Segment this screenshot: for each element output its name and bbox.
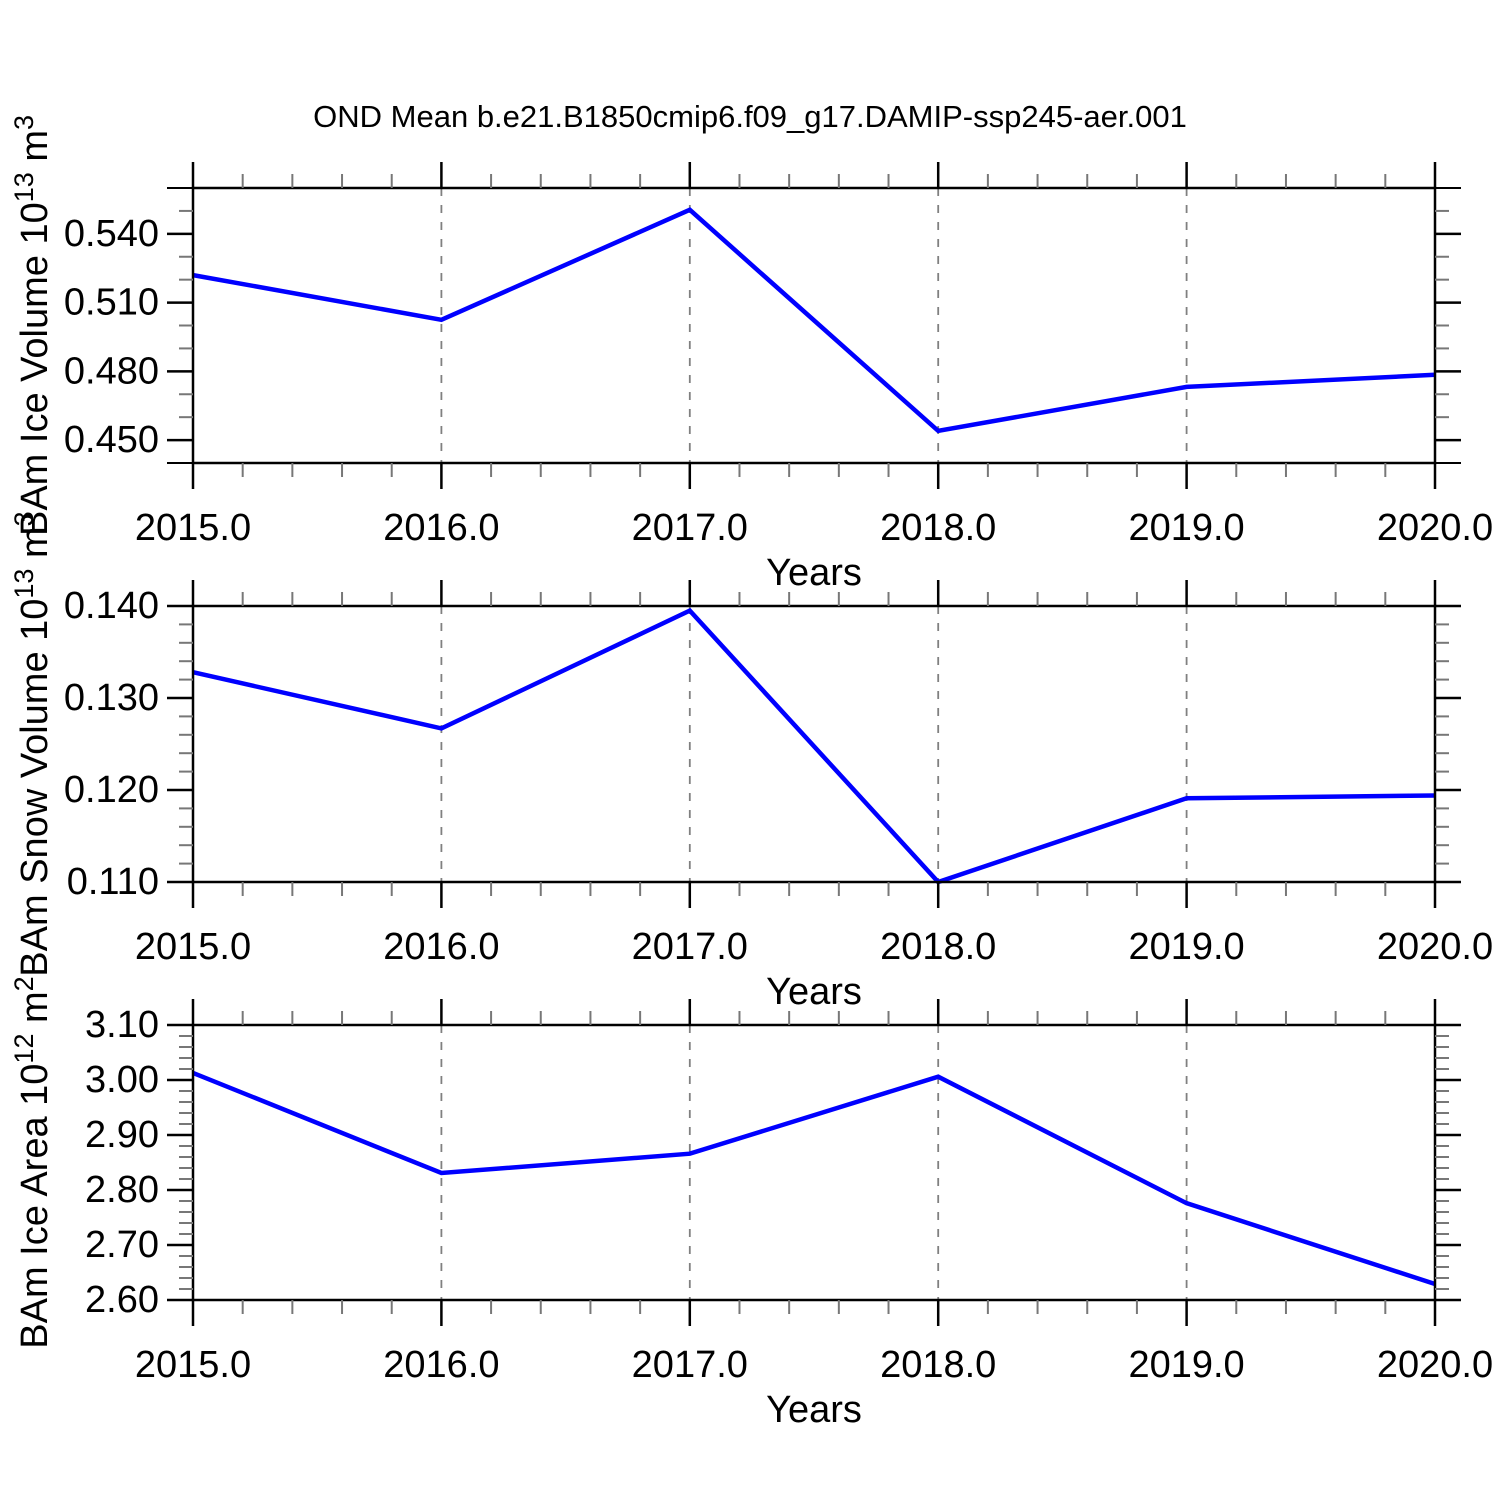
plot-frame [191, 604, 1437, 884]
y-tick-label: 2.80 [85, 1169, 159, 1211]
y-axis-title-ice-area: BAm Ice Area 1012 m2 [9, 976, 56, 1348]
data-line-ice-volume [192, 207, 1436, 434]
y-tick-label: 0.140 [64, 585, 159, 627]
x-tick-label: 2019.0 [1128, 1344, 1244, 1386]
x-axis-title: Years [766, 971, 862, 1013]
x-tick-label: 2020.0 [1377, 926, 1493, 968]
y-axis-title-ice-volume: BAm Ice Volume 1013 m3 [9, 115, 56, 536]
x-tick-label: 2015.0 [135, 926, 251, 968]
y-axis-title-snow-volume: BAm Snow Volume 1013 m3 [9, 511, 56, 976]
x-tick-label: 2016.0 [383, 926, 499, 968]
x-axis-title: Years [766, 1389, 862, 1431]
y-tick-label: 0.450 [64, 419, 159, 461]
plot-frame [191, 186, 1437, 465]
data-line-snow-volume [192, 607, 1436, 885]
plot-frame [191, 1023, 1437, 1302]
x-tick-label: 2015.0 [135, 1344, 251, 1386]
x-tick-label: 2016.0 [383, 507, 499, 549]
panel-ice-volume: 2015.0 2016.0 2017.0 2018.0 2019.0 2020.0 0.45… [9, 115, 1493, 594]
panel-ice-area: 2015.0 2016.0 2017.0 2018.0 2019.0 2020.0 2.60… [9, 976, 1493, 1431]
y-tick-label: 0.510 [64, 282, 159, 324]
y-tick-label: 0.120 [64, 769, 159, 811]
x-tick-label: 2017.0 [632, 926, 748, 968]
y-tick-label: 3.10 [85, 1004, 159, 1046]
chart-title: OND Mean b.e21.B1850cmip6.f09_g17.DAMIP-… [313, 99, 1187, 134]
x-tick-label: 2019.0 [1128, 507, 1244, 549]
x-tick-label: 2017.0 [632, 1344, 748, 1386]
y-tick-label: 0.480 [64, 350, 159, 392]
y-tick-label: 2.90 [85, 1114, 159, 1156]
x-tick-label: 2018.0 [880, 1344, 996, 1386]
panels-group: 2015.0 2016.0 2017.0 2018.0 2019.0 2020.0 0.45… [9, 115, 1493, 1431]
x-tick-label: 2019.0 [1128, 926, 1244, 968]
y-tick-label: 3.00 [85, 1059, 159, 1101]
x-tick-label: 2017.0 [632, 507, 748, 549]
x-tick-label: 2018.0 [880, 926, 996, 968]
y-tick-label: 2.70 [85, 1224, 159, 1266]
x-axis-title: Years [766, 552, 862, 594]
x-tick-label: 2020.0 [1377, 507, 1493, 549]
y-tick-label: 0.130 [64, 677, 159, 719]
data-line-ice-area [192, 1070, 1436, 1287]
y-tick-label: 0.540 [64, 213, 159, 255]
panel-snow-volume: 2015.0 2016.0 2017.0 2018.0 2019.0 2020.0 0.11… [9, 511, 1493, 1013]
x-tick-label: 2018.0 [880, 507, 996, 549]
x-tick-label: 2015.0 [135, 507, 251, 549]
x-tick-label: 2020.0 [1377, 1344, 1493, 1386]
y-tick-label: 0.110 [67, 861, 159, 903]
x-tick-label: 2016.0 [383, 1344, 499, 1386]
y-tick-label: 2.60 [85, 1279, 159, 1321]
